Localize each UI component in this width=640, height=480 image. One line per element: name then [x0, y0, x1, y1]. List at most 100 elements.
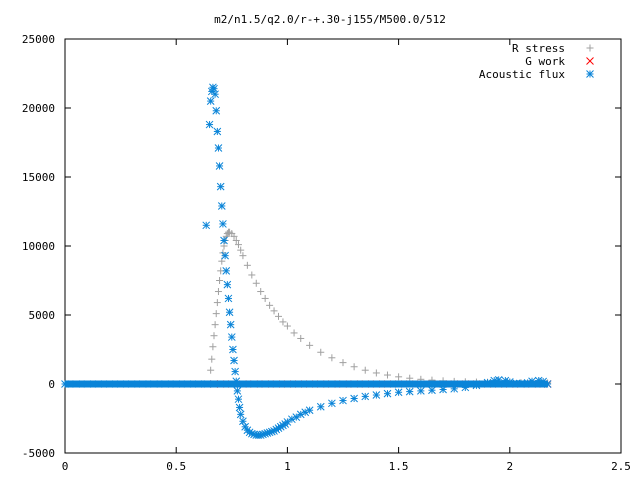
data-point	[208, 355, 216, 363]
data-point	[543, 380, 552, 388]
data-point	[212, 106, 221, 115]
data-point	[226, 320, 235, 329]
legend-marker	[586, 70, 594, 78]
data-point	[239, 417, 247, 426]
data-point	[232, 236, 240, 244]
data-point	[207, 366, 215, 374]
data-point	[216, 277, 224, 284]
data-point	[383, 389, 392, 398]
legend-marker	[586, 57, 594, 65]
data-point	[450, 384, 459, 393]
data-point	[528, 377, 536, 386]
data-point	[252, 279, 260, 287]
data-point	[205, 120, 214, 129]
series-markers	[61, 83, 552, 439]
data-point	[221, 251, 229, 260]
data-point	[237, 246, 245, 254]
data-point	[405, 387, 414, 396]
y-tick-label: 20000	[22, 102, 55, 115]
data-point	[266, 301, 274, 309]
data-point	[372, 391, 381, 399]
data-point	[394, 388, 403, 397]
x-tick-label: 1	[284, 460, 291, 473]
x-tick-label: 2.5	[611, 460, 631, 473]
data-point	[72, 380, 80, 388]
data-point	[183, 380, 192, 388]
data-point	[211, 90, 219, 99]
data-point	[233, 387, 242, 395]
data-point	[219, 220, 227, 228]
data-point	[203, 380, 212, 388]
data-point	[317, 348, 325, 356]
data-point	[494, 376, 503, 384]
legend-label: R stress	[512, 42, 565, 55]
data-point	[138, 380, 147, 388]
x-tick-label: 2	[506, 460, 513, 473]
data-point	[223, 280, 232, 289]
data-point	[214, 144, 223, 152]
data-point	[220, 236, 228, 245]
data-point	[83, 380, 92, 388]
data-point	[261, 294, 269, 302]
data-point	[213, 299, 221, 307]
y-tick-label: 15000	[22, 171, 55, 184]
data-point	[105, 380, 114, 388]
data-point	[483, 378, 492, 387]
data-point	[328, 354, 336, 362]
data-point	[395, 373, 403, 381]
data-point	[210, 332, 218, 340]
y-tick-label: 5000	[29, 309, 56, 322]
data-point	[316, 402, 325, 411]
data-point	[239, 252, 247, 260]
data-point	[461, 383, 470, 392]
data-point	[231, 367, 239, 376]
data-point	[361, 366, 369, 374]
data-point	[211, 321, 219, 329]
data-point	[372, 369, 380, 377]
data-point	[361, 392, 370, 401]
data-point	[116, 380, 125, 388]
data-point	[339, 396, 347, 405]
axes: 0 0.5 1 1.5 2 2.5 -5000 0 5000 10000 15000 20000 250…	[22, 33, 631, 473]
data-point	[472, 381, 481, 390]
legend-marker	[586, 44, 594, 52]
data-point	[224, 294, 233, 303]
data-point	[235, 403, 244, 412]
data-point	[383, 371, 391, 379]
data-point	[225, 308, 234, 317]
data-point	[248, 271, 256, 279]
data-point	[94, 380, 103, 388]
data-point	[279, 318, 287, 326]
data-point	[257, 288, 265, 296]
data-point	[206, 97, 215, 105]
chart-title: m2/n1.5/q2.0/r-+.30-j155/M500.0/512	[214, 13, 446, 26]
data-point	[213, 127, 222, 136]
y-tick-label: 0	[48, 378, 55, 391]
data-point	[236, 410, 245, 419]
data-point	[161, 380, 169, 388]
data-point	[214, 288, 222, 296]
data-point	[534, 376, 543, 385]
data-point	[127, 380, 136, 388]
data-point	[243, 261, 251, 269]
data-point	[270, 307, 278, 315]
data-point	[202, 221, 211, 230]
x-tick-label: 1.5	[389, 460, 409, 473]
data-point	[339, 359, 347, 367]
data-point	[229, 345, 237, 354]
data-point	[416, 387, 425, 395]
data-point	[212, 310, 220, 318]
data-point	[216, 182, 225, 191]
data-point	[350, 394, 358, 403]
y-tick-label: 10000	[22, 240, 55, 253]
data-point	[439, 385, 447, 394]
x-tick-label: 0.5	[166, 460, 186, 473]
data-point	[217, 202, 226, 210]
data-point	[328, 399, 336, 408]
data-point	[215, 162, 224, 170]
data-point	[350, 363, 358, 371]
legend-label: G work	[525, 55, 565, 68]
zero-band-acoustic-flux	[65, 380, 548, 388]
